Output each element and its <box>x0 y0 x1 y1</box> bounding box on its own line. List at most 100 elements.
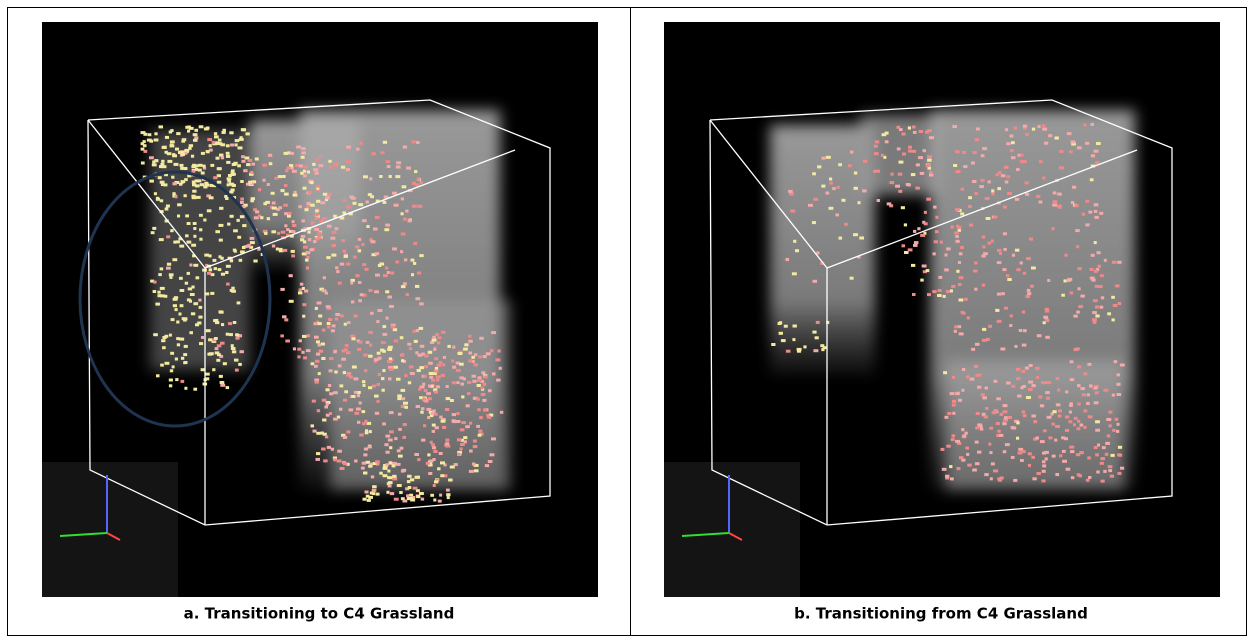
point <box>326 403 329 406</box>
point <box>199 306 203 309</box>
point <box>175 195 178 198</box>
point <box>1117 373 1120 376</box>
point <box>1041 381 1045 384</box>
point <box>1114 360 1118 363</box>
point <box>284 318 288 321</box>
point <box>188 147 191 150</box>
point <box>303 170 306 173</box>
point <box>275 177 278 180</box>
point <box>262 164 267 167</box>
point <box>231 287 234 290</box>
point <box>1085 223 1089 226</box>
point <box>490 453 495 456</box>
point <box>1003 450 1007 453</box>
point <box>337 450 342 453</box>
point <box>1086 479 1090 482</box>
point <box>1079 451 1084 454</box>
point <box>1107 434 1111 437</box>
point <box>229 333 233 336</box>
point <box>1052 204 1057 207</box>
point <box>993 469 998 472</box>
point <box>1020 262 1023 265</box>
point <box>991 462 995 465</box>
point <box>434 391 438 394</box>
point <box>187 222 191 225</box>
point <box>172 365 175 368</box>
point <box>153 333 158 336</box>
point <box>497 350 500 353</box>
point <box>997 187 1001 190</box>
point <box>890 181 895 184</box>
point <box>321 357 325 360</box>
point <box>343 436 347 439</box>
point <box>421 439 425 442</box>
point <box>973 270 978 273</box>
point <box>184 194 187 197</box>
point <box>409 347 412 350</box>
point <box>389 368 394 371</box>
point <box>403 402 408 405</box>
point <box>335 313 340 316</box>
point <box>365 491 369 494</box>
point <box>1079 474 1082 477</box>
point <box>301 219 305 222</box>
point <box>997 261 1002 264</box>
point <box>1001 174 1006 177</box>
point <box>982 284 985 287</box>
point <box>301 235 306 238</box>
point <box>1025 133 1029 136</box>
point <box>152 227 156 230</box>
point <box>214 135 219 138</box>
point <box>383 201 387 204</box>
point <box>1030 285 1034 288</box>
point <box>334 350 337 353</box>
point <box>898 190 902 193</box>
point <box>237 164 241 167</box>
point <box>813 280 818 283</box>
point <box>384 228 389 231</box>
point <box>237 236 241 239</box>
point <box>344 255 348 258</box>
point <box>441 420 446 423</box>
point <box>1023 414 1027 417</box>
point <box>413 330 416 333</box>
point <box>319 155 322 158</box>
point <box>1120 467 1124 470</box>
point <box>193 139 198 142</box>
point <box>428 472 432 475</box>
point <box>246 132 250 135</box>
point <box>1000 348 1005 351</box>
point <box>457 438 462 441</box>
point <box>955 392 960 395</box>
point <box>989 427 993 430</box>
point <box>1065 429 1069 432</box>
point <box>369 177 372 180</box>
point <box>881 154 884 157</box>
point <box>339 408 343 411</box>
point <box>233 229 238 232</box>
point <box>1028 388 1033 391</box>
point <box>467 381 471 384</box>
point <box>201 152 205 155</box>
point <box>424 365 428 368</box>
point <box>977 423 982 426</box>
point <box>790 210 795 213</box>
point <box>184 387 187 390</box>
point <box>242 224 246 227</box>
point <box>1023 272 1026 275</box>
point <box>220 384 225 387</box>
point <box>217 344 222 347</box>
point <box>376 320 379 323</box>
point <box>160 364 164 367</box>
point <box>959 276 964 279</box>
point <box>949 465 952 468</box>
point <box>1064 254 1067 257</box>
point <box>315 307 318 310</box>
point <box>392 475 396 478</box>
point <box>959 299 964 302</box>
point <box>383 141 387 144</box>
point <box>288 212 292 215</box>
point <box>375 460 380 463</box>
point <box>1038 396 1042 399</box>
point <box>961 311 964 314</box>
